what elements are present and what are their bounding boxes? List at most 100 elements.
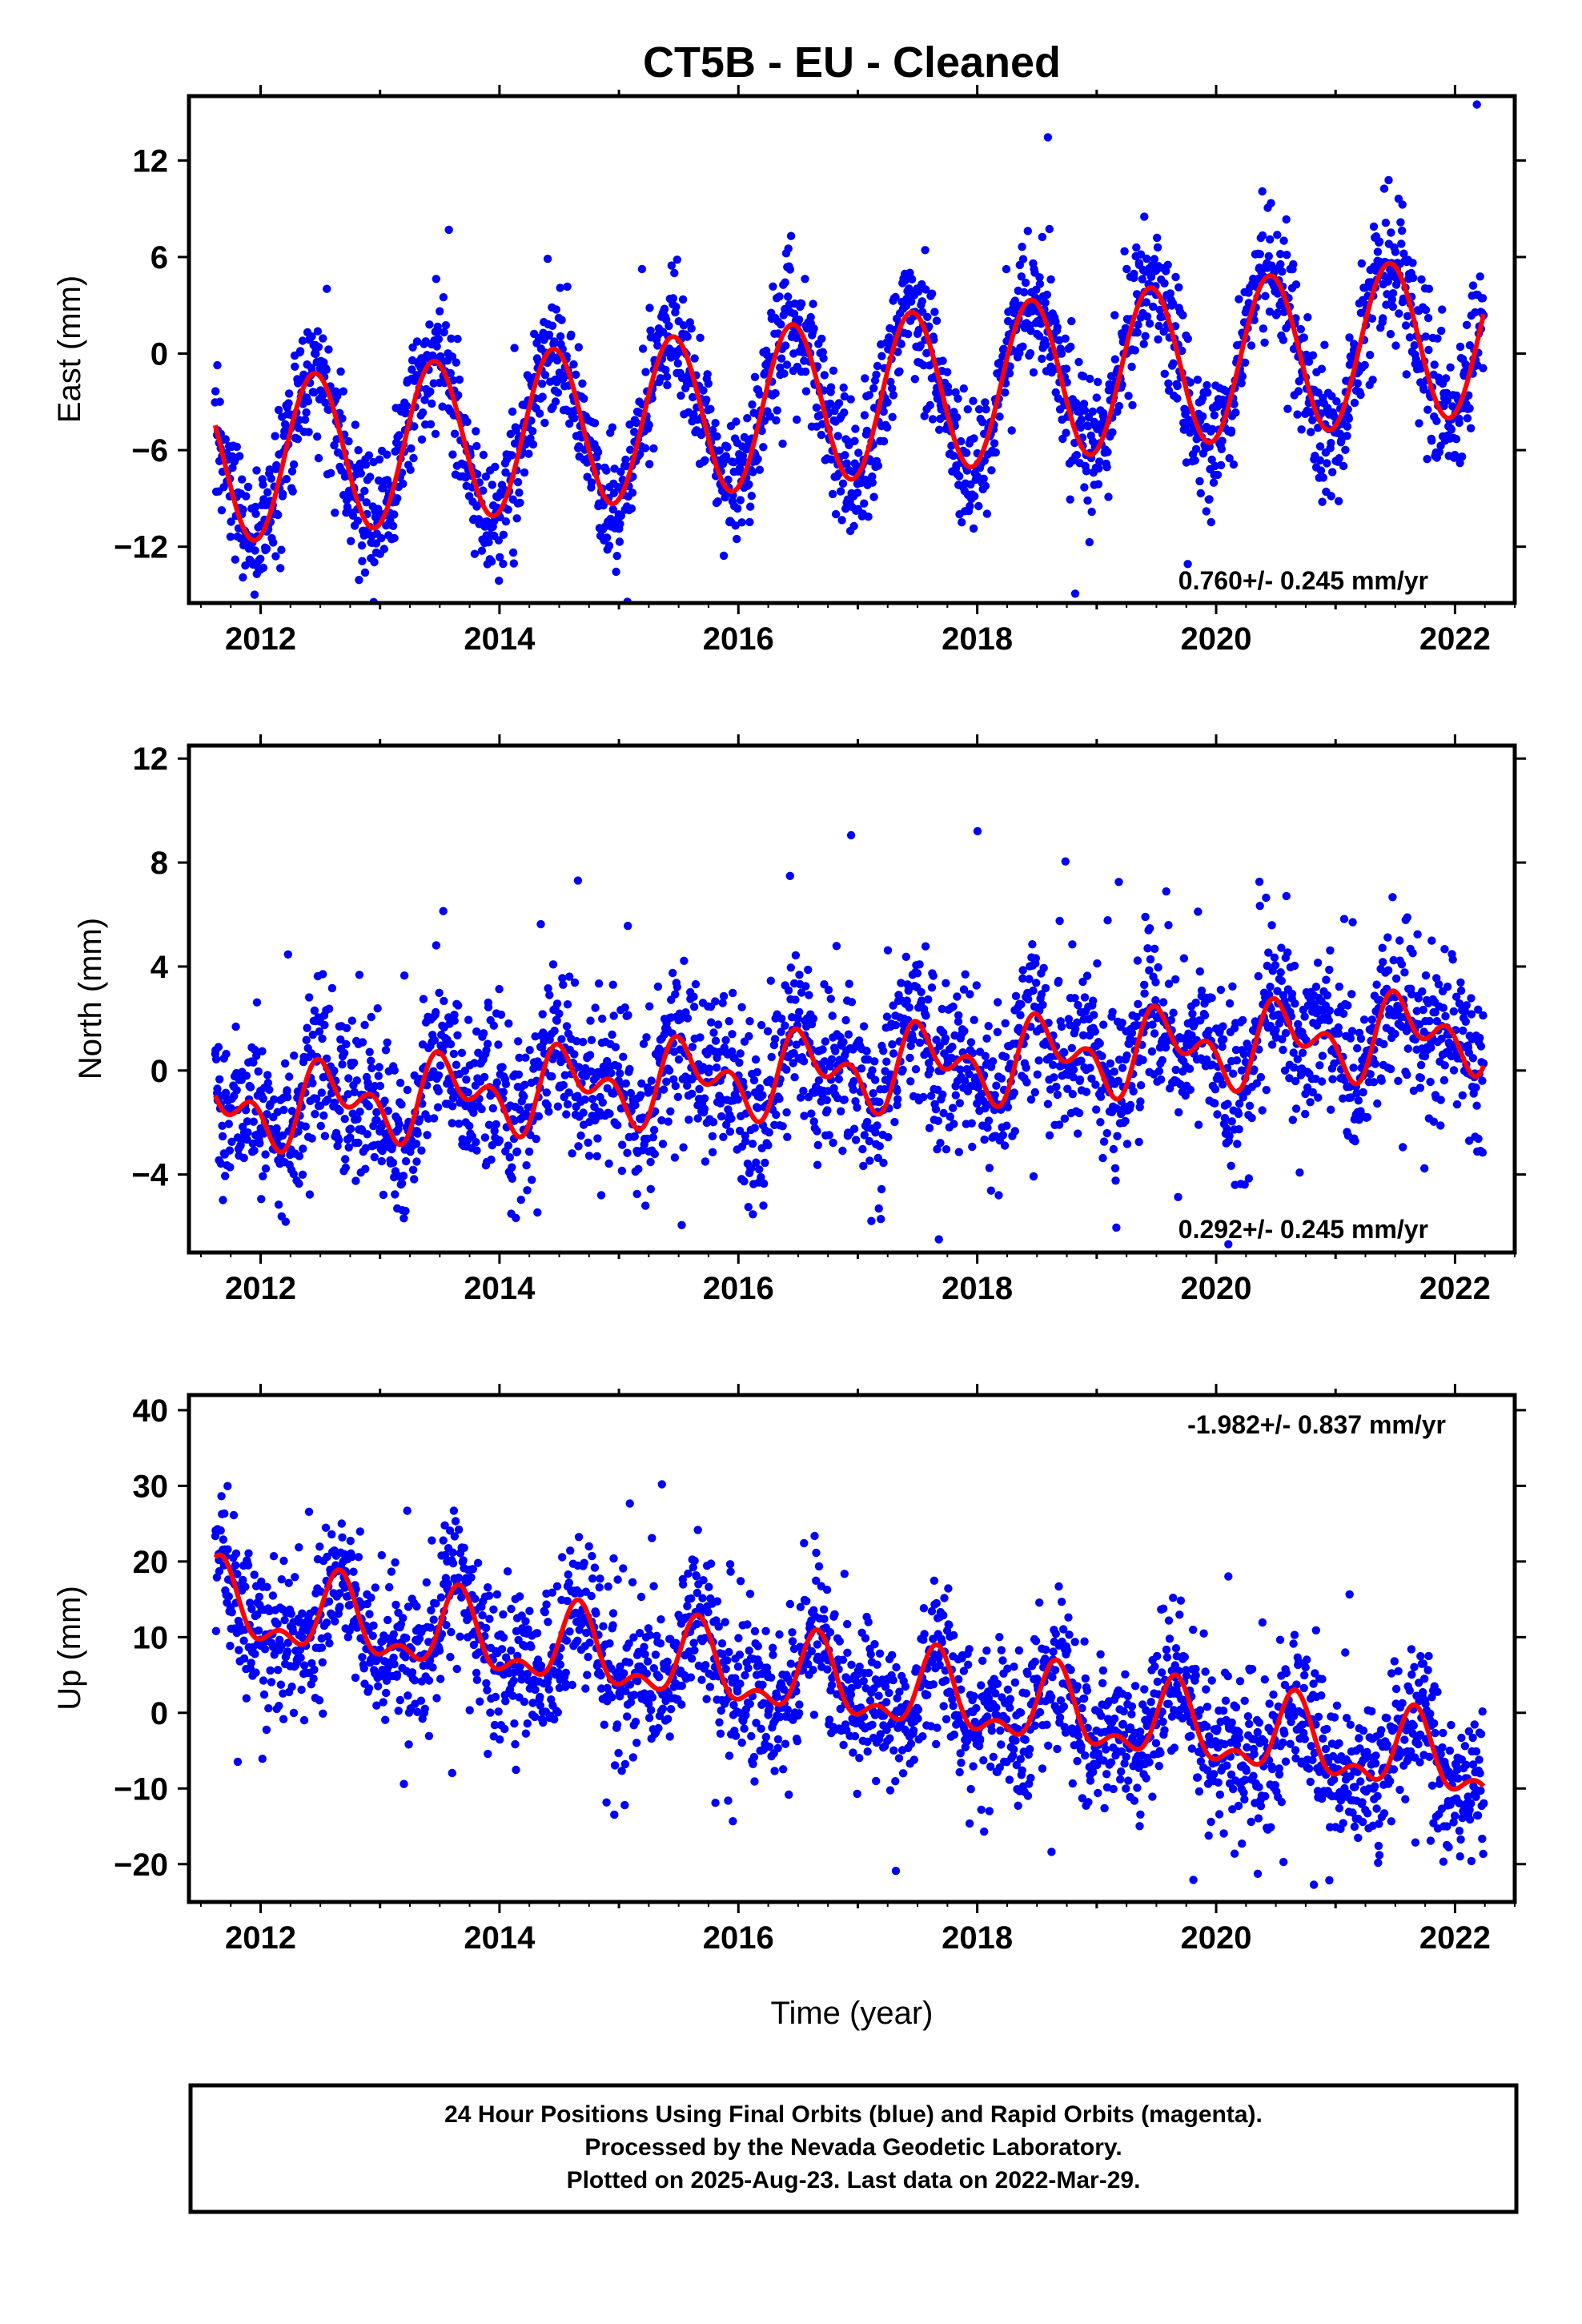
data-point bbox=[213, 360, 222, 370]
data-point bbox=[236, 1140, 245, 1149]
data-point bbox=[669, 1075, 678, 1084]
data-point bbox=[311, 1109, 319, 1119]
data-point bbox=[1291, 280, 1301, 289]
data-point bbox=[300, 415, 310, 424]
data-point bbox=[649, 444, 658, 453]
data-point bbox=[242, 492, 251, 501]
data-point bbox=[840, 1096, 849, 1104]
y-tick-label: 4 bbox=[151, 950, 169, 985]
data-point bbox=[1032, 979, 1041, 987]
data-point bbox=[1220, 1113, 1230, 1123]
data-point bbox=[809, 300, 817, 308]
data-point bbox=[752, 1158, 761, 1167]
data-point bbox=[239, 505, 247, 514]
data-point bbox=[817, 430, 826, 440]
data-point bbox=[448, 1102, 457, 1111]
data-point bbox=[1207, 993, 1216, 1003]
data-point bbox=[753, 1068, 761, 1077]
data-point bbox=[574, 1063, 584, 1072]
data-point bbox=[1037, 320, 1046, 328]
data-point bbox=[608, 423, 617, 432]
data-point bbox=[1443, 396, 1452, 405]
data-point bbox=[553, 388, 563, 397]
data-point bbox=[1315, 442, 1325, 451]
data-point bbox=[736, 496, 745, 505]
data-point bbox=[1142, 312, 1152, 321]
data-point bbox=[791, 951, 801, 960]
data-point bbox=[733, 1095, 742, 1104]
data-point bbox=[935, 425, 944, 434]
data-point bbox=[342, 1039, 351, 1049]
data-point bbox=[402, 408, 411, 417]
data-point bbox=[637, 264, 647, 274]
data-point bbox=[955, 1099, 965, 1108]
data-point bbox=[1443, 982, 1452, 991]
data-point bbox=[1205, 495, 1214, 504]
data-point bbox=[320, 1020, 329, 1030]
data-point bbox=[1455, 418, 1464, 428]
data-point bbox=[263, 488, 272, 497]
data-point bbox=[393, 494, 402, 503]
data-point bbox=[440, 996, 448, 1006]
data-point bbox=[1133, 956, 1142, 965]
data-point bbox=[1195, 476, 1204, 486]
data-point bbox=[586, 1016, 595, 1025]
data-point bbox=[930, 308, 939, 316]
data-point bbox=[516, 1196, 525, 1204]
data-point bbox=[1334, 1023, 1343, 1032]
data-point bbox=[613, 1120, 622, 1130]
data-point bbox=[490, 1127, 499, 1136]
data-point bbox=[1003, 316, 1013, 326]
data-point bbox=[948, 1104, 958, 1112]
data-point bbox=[865, 391, 874, 400]
data-point bbox=[322, 365, 331, 374]
east-ylabel: East (mm) bbox=[52, 275, 87, 423]
data-point bbox=[1352, 1089, 1361, 1098]
data-point bbox=[829, 1138, 837, 1148]
data-point bbox=[1150, 255, 1159, 263]
data-point bbox=[985, 1164, 994, 1172]
data-point bbox=[211, 1055, 221, 1064]
data-point bbox=[1250, 1065, 1259, 1074]
data-point bbox=[1231, 408, 1240, 417]
data-point bbox=[1403, 1044, 1413, 1053]
data-point bbox=[1323, 459, 1331, 468]
data-point bbox=[366, 472, 375, 481]
data-point bbox=[1307, 428, 1315, 436]
data-point bbox=[910, 375, 920, 384]
data-point bbox=[380, 1096, 389, 1105]
data-point bbox=[642, 1033, 651, 1042]
data-point bbox=[232, 442, 241, 452]
data-point bbox=[1211, 461, 1219, 471]
data-point bbox=[516, 1105, 524, 1114]
data-point bbox=[696, 1033, 705, 1042]
data-point bbox=[786, 963, 795, 972]
data-point bbox=[733, 504, 742, 513]
x-tick-label: 2020 bbox=[1181, 621, 1252, 657]
data-point bbox=[1379, 958, 1387, 967]
data-point bbox=[833, 432, 842, 440]
data-point bbox=[680, 956, 689, 966]
data-point bbox=[1479, 1011, 1488, 1020]
data-point bbox=[1066, 342, 1075, 352]
data-point bbox=[408, 356, 417, 365]
data-point bbox=[1277, 976, 1287, 986]
data-point bbox=[1132, 243, 1141, 252]
data-point bbox=[1022, 1078, 1031, 1087]
data-point bbox=[1326, 946, 1335, 955]
data-point bbox=[1339, 1094, 1347, 1103]
data-point bbox=[886, 377, 895, 386]
data-point bbox=[426, 420, 436, 428]
data-point bbox=[873, 1121, 881, 1130]
data-point bbox=[1328, 468, 1337, 476]
data-point bbox=[1347, 1027, 1357, 1035]
data-point bbox=[231, 1022, 240, 1031]
data-point bbox=[916, 341, 925, 350]
data-point bbox=[963, 405, 973, 414]
data-point bbox=[1271, 961, 1280, 970]
data-point bbox=[932, 316, 942, 325]
data-point bbox=[283, 1092, 292, 1102]
data-point bbox=[1306, 1098, 1315, 1107]
data-point bbox=[220, 1509, 229, 1518]
data-point bbox=[953, 413, 962, 422]
